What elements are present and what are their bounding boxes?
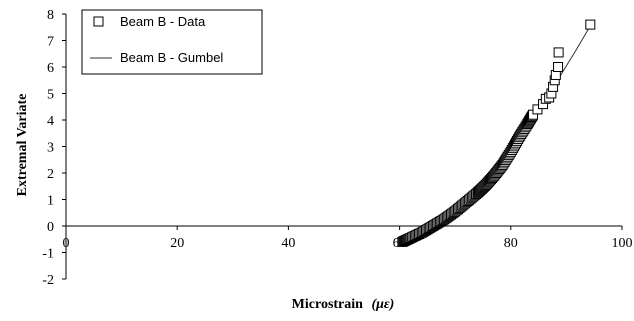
x-axis-ticks: 020406080100: [63, 226, 633, 251]
legend-marker-data-icon: [93, 16, 104, 27]
y-axis-ticks: 8 7 6 5 4 3 2 1 0 -1 -2: [42, 8, 66, 288]
y-axis-title: Extremal Variate: [15, 94, 30, 197]
y-tick-label: 1: [47, 194, 54, 209]
y-tick-label: 2: [47, 167, 54, 182]
data-point-marker: [585, 19, 596, 30]
legend: Beam B - Data Beam B - Gumbel: [81, 9, 263, 75]
x-tick-label: 0: [63, 236, 70, 251]
data-point-marker: [553, 62, 564, 72]
x-axis-title-text: Microstrain: [292, 297, 363, 312]
y-tick-label: 5: [47, 88, 54, 103]
y-tick-label: 4: [47, 114, 54, 129]
y-tick-label: -2: [42, 273, 54, 288]
series-line-gumbel: [402, 25, 591, 244]
x-tick-label: 40: [281, 236, 295, 251]
y-tick-label: 6: [47, 61, 54, 76]
x-tick-label: 100: [612, 236, 633, 251]
legend-label-data: Beam B - Data: [120, 14, 206, 29]
x-axis-title-unit: (με): [371, 297, 394, 312]
x-tick-label: 20: [170, 236, 184, 251]
legend-box: [81, 9, 263, 75]
y-tick-label: 3: [47, 141, 54, 156]
y-tick-label: 8: [47, 8, 54, 23]
data-point-marker: [553, 47, 564, 58]
series-layer: [397, 19, 596, 247]
x-tick-label: 80: [504, 236, 518, 251]
legend-label-gumbel: Beam B - Gumbel: [120, 50, 223, 65]
y-tick-label: -1: [42, 247, 54, 262]
x-axis-title: Microstrain (με): [292, 297, 395, 312]
y-tick-label: 0: [47, 220, 54, 235]
data-point-marker: [532, 104, 543, 115]
y-tick-label: 7: [47, 35, 54, 50]
